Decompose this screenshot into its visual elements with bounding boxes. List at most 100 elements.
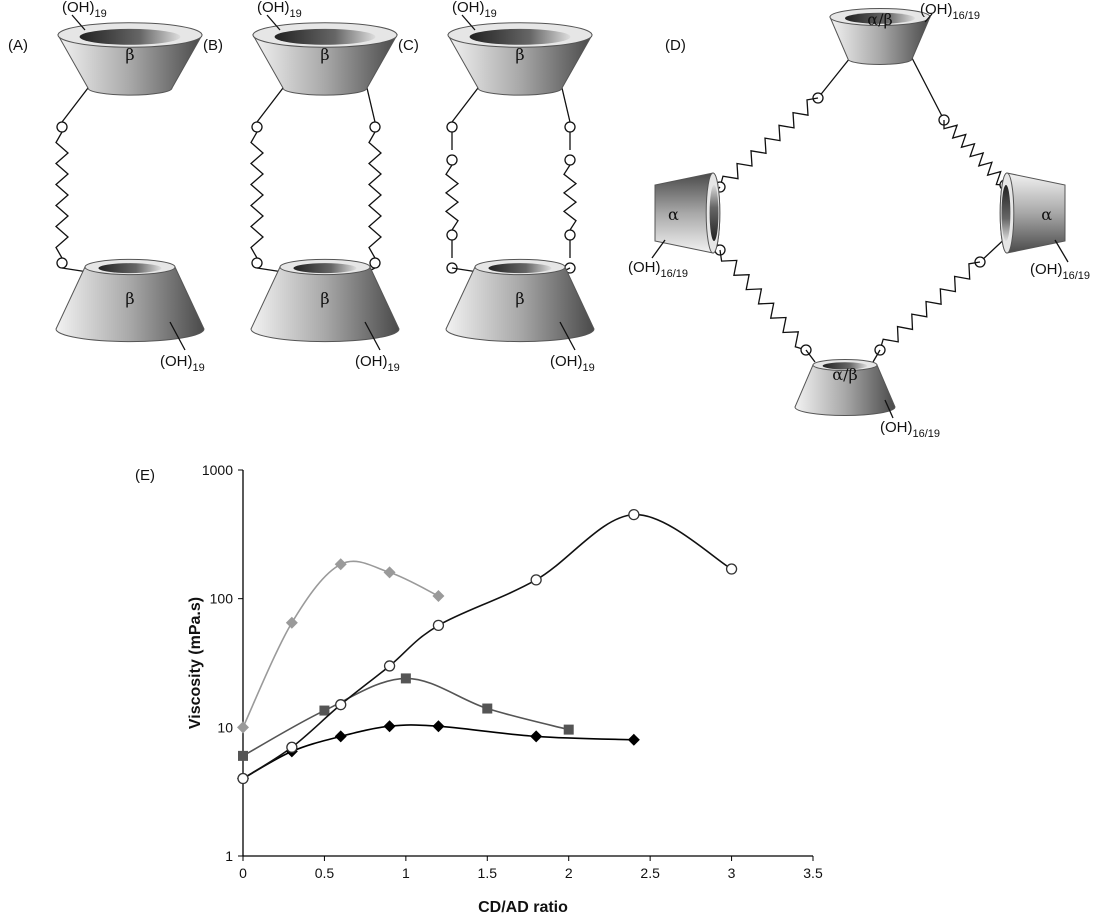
marker <box>530 574 542 586</box>
marker <box>334 558 347 571</box>
cyclodextrin <box>57 22 203 96</box>
trend-line <box>242 513 732 780</box>
cone-hole <box>822 362 868 370</box>
bond <box>872 349 881 363</box>
hydroxyl-label: (OH)19 <box>160 353 205 374</box>
bond <box>1054 239 1069 263</box>
label: β <box>125 45 134 64</box>
marker <box>628 508 640 521</box>
label: (C) <box>398 37 419 54</box>
cone-hole <box>709 185 719 241</box>
alkyl-chain <box>719 249 807 351</box>
bond <box>924 13 933 23</box>
cone-body <box>250 266 400 343</box>
marker <box>319 705 330 716</box>
oxygen <box>564 121 576 133</box>
cone-hole <box>845 12 915 24</box>
label: α <box>668 205 679 224</box>
hydroxyl-sub: 19 <box>388 362 400 374</box>
x-tick-label: 0.5 <box>315 865 335 881</box>
cyclodextrin <box>250 258 400 343</box>
hydroxyl-sub: 16/19 <box>953 10 981 22</box>
hydroxyl-sub: 19 <box>485 8 497 20</box>
label: α/β <box>832 365 857 384</box>
hydroxyl-label: (OH)16/19 <box>880 419 940 440</box>
cyclodextrin <box>447 22 593 96</box>
oxygen <box>564 229 576 241</box>
cone-body <box>57 34 203 96</box>
alkyl-chain <box>444 164 460 231</box>
bond <box>71 14 86 31</box>
cone-body <box>55 266 205 343</box>
axis-title: CD/AD ratio <box>478 899 568 916</box>
marker <box>237 721 249 734</box>
bond <box>169 321 186 351</box>
hydroxyl-base: (OH) <box>355 353 388 370</box>
hydroxyl-base: (OH) <box>1030 261 1063 278</box>
marker <box>383 720 396 733</box>
x-tick-label: 2.5 <box>640 865 660 881</box>
trend-line <box>242 724 634 780</box>
label: β <box>320 45 329 64</box>
label: (A) <box>8 37 28 54</box>
marker <box>432 619 445 632</box>
bond <box>561 87 571 123</box>
cone-body <box>252 34 398 96</box>
cyclodextrin <box>829 8 931 65</box>
marker <box>335 699 347 711</box>
marker <box>237 772 249 785</box>
x-tick-label: 1.5 <box>478 865 498 881</box>
oxygen <box>564 154 576 166</box>
cyclodextrin <box>445 258 595 343</box>
cone-hole <box>293 263 357 274</box>
x-tick-label: 2 <box>565 865 573 881</box>
hydroxyl-label: (OH)19 <box>550 353 595 374</box>
bond <box>366 87 376 123</box>
hydroxyl-base: (OH) <box>62 0 95 16</box>
alkyl-chain <box>879 261 981 351</box>
oxygen <box>446 121 458 133</box>
bond <box>451 87 479 123</box>
cone-hole <box>98 263 162 274</box>
marker <box>285 616 298 629</box>
marker <box>482 703 493 714</box>
hydroxyl-label: (OH)19 <box>62 0 107 20</box>
cone-body <box>447 34 593 96</box>
hydroxyl-sub: 16/19 <box>913 428 941 440</box>
x-tick-label: 3 <box>728 865 736 881</box>
y-tick-label: 1000 <box>202 462 233 478</box>
cone-hole <box>469 28 571 45</box>
bond <box>461 14 476 31</box>
trend-line <box>242 560 439 728</box>
cyclodextrin <box>654 172 721 254</box>
label: β <box>125 289 134 308</box>
alkyl-chain <box>250 131 264 259</box>
marker <box>383 660 396 672</box>
hydroxyl-label: (OH)19 <box>355 353 400 374</box>
hydroxyl-base: (OH) <box>160 353 193 370</box>
axis-title: Viscosity (mPa.s) <box>187 597 204 729</box>
cyclodextrin <box>252 22 398 96</box>
x-tick-label: 1 <box>402 865 410 881</box>
label: α/β <box>867 10 892 29</box>
marker <box>238 750 248 761</box>
oxygen <box>446 229 458 241</box>
panel-label: (E) <box>135 467 155 484</box>
cyclodextrin <box>55 258 205 343</box>
bond <box>61 87 89 123</box>
hydroxyl-sub: 16/19 <box>1063 270 1091 282</box>
hydroxyl-base: (OH) <box>452 0 485 16</box>
bond <box>817 57 851 99</box>
hydroxyl-label: (OH)16/19 <box>1030 261 1090 282</box>
bond <box>559 321 576 351</box>
cyclodextrin <box>794 359 896 416</box>
hydroxyl-base: (OH) <box>257 0 290 16</box>
hydroxyl-sub: 19 <box>95 8 107 20</box>
label: β <box>515 45 524 64</box>
cone-hole <box>1001 185 1011 241</box>
hydroxyl-base: (OH) <box>920 1 953 18</box>
x-tick-label: 0 <box>239 865 247 881</box>
hydroxyl-label: (OH)19 <box>257 0 302 20</box>
bond <box>651 239 666 259</box>
